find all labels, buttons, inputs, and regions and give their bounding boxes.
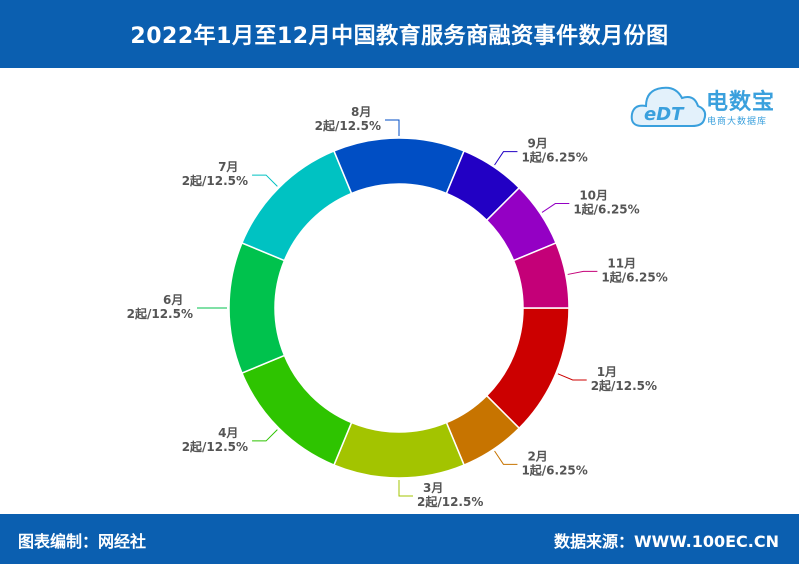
logo-mark: eDT (644, 104, 685, 125)
cloud-logo-icon: eDT (630, 86, 707, 127)
slice-month-label: 4月 (218, 426, 238, 440)
leader-line-4 (252, 429, 278, 442)
slice-month-label: 2月 (527, 449, 547, 463)
donut-slice-6 (240, 149, 353, 262)
donut-slice-5 (228, 241, 286, 375)
leader-line-6 (252, 174, 278, 187)
donut-slice-7 (332, 137, 466, 195)
slice-month-label: 11月 (607, 256, 636, 270)
donut-chart: 1月2起/12.5%2月1起/6.25%3月2起/12.5%4月2起/12.5%… (127, 105, 668, 509)
donut-slice-4 (240, 354, 353, 467)
slice-value-label: 2起/12.5% (315, 118, 381, 133)
slice-value-label: 2起/12.5% (182, 439, 248, 454)
chart-title: 2022年1月至12月中国教育服务商融资事件数月份图 (130, 24, 669, 49)
header-bar: 2022年1月至12月中国教育服务商融资事件数月份图 (0, 0, 799, 68)
slice-value-label: 1起/6.25% (521, 462, 587, 477)
logo: eDT 电数宝 电商大数据库 (628, 76, 793, 134)
slice-month-label: 10月 (579, 189, 608, 203)
slice-month-label: 8月 (351, 105, 371, 119)
logo-name: 电数宝 (706, 90, 776, 115)
leader-line-10 (567, 270, 598, 275)
slice-month-label: 7月 (218, 160, 238, 174)
leader-line-9 (541, 203, 570, 213)
slice-value-label: 2起/12.5% (127, 306, 193, 321)
donut-slice-3 (332, 421, 466, 479)
slice-value-label: 2起/12.5% (417, 494, 483, 509)
slice-month-label: 6月 (163, 293, 183, 307)
slice-value-label: 2起/12.5% (591, 378, 657, 393)
slice-value-label: 2起/12.5% (182, 173, 248, 188)
logo-subtitle: 电商大数据库 (707, 117, 768, 127)
slice-value-label: 1起/6.25% (573, 202, 639, 217)
slice-value-label: 1起/6.25% (601, 269, 667, 284)
leader-line-8 (494, 151, 518, 166)
footer-bar: 图表编制：网经社 数据来源：WWW.100EC.CN (0, 514, 799, 564)
slice-month-label: 1月 (597, 365, 617, 379)
footer-source: 数据来源：WWW.100EC.CN (553, 532, 779, 551)
leader-line-7 (385, 119, 400, 136)
leader-line-1 (557, 373, 587, 381)
slice-month-label: 3月 (423, 481, 443, 495)
leader-line-2 (494, 450, 518, 465)
slice-month-label: 9月 (527, 137, 547, 151)
donut-slice-10 (512, 241, 570, 309)
slice-value-label: 1起/6.25% (521, 150, 587, 165)
leader-line-3 (398, 480, 413, 497)
footer-credit: 图表编制：网经社 (18, 532, 147, 551)
